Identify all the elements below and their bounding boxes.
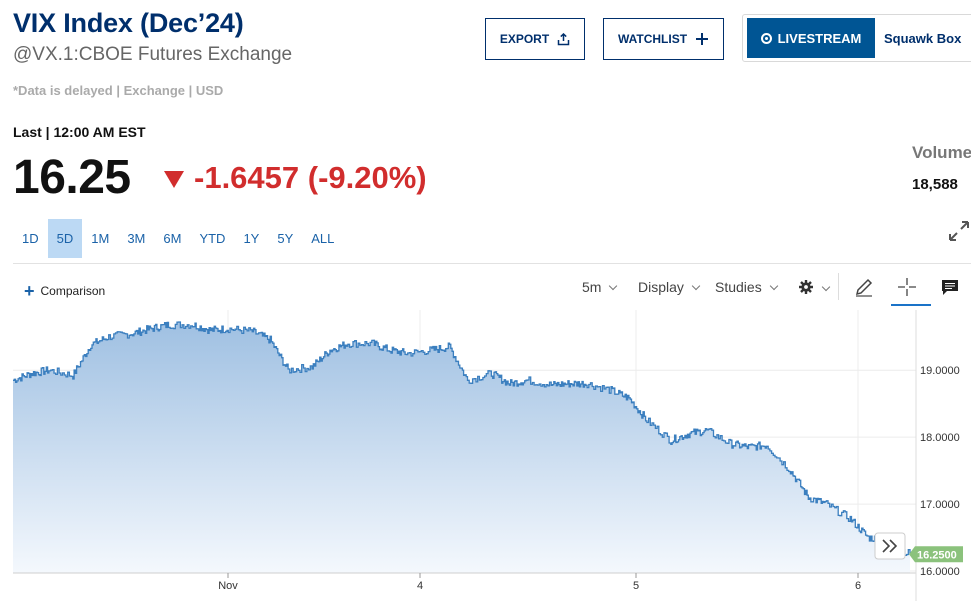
time-range-tabs: 1D 5D 1M 3M 6M YTD 1Y 5Y ALL	[13, 219, 343, 258]
y-tick-label: 17.0000	[920, 499, 960, 511]
volume-label: Volume	[912, 143, 971, 163]
y-tick-label: 19.0000	[920, 365, 960, 377]
livestream-button[interactable]: LIVESTREAM	[747, 18, 875, 58]
crosshair-icon[interactable]	[896, 276, 918, 298]
x-tick-label: 6	[855, 580, 861, 592]
price-change-value: -1.6457 (-9.20%)	[194, 160, 427, 196]
chevron-down-icon	[692, 281, 700, 289]
chevron-down-icon	[769, 281, 777, 289]
plus-icon	[695, 32, 709, 46]
range-1m[interactable]: 1M	[82, 219, 118, 258]
symbol-exchange: @VX.1:CBOE Futures Exchange	[13, 44, 292, 66]
interval-dropdown[interactable]: 5m	[582, 279, 616, 295]
range-all[interactable]: ALL	[302, 219, 343, 258]
plus-icon: +	[24, 282, 35, 300]
comparison-label: Comparison	[41, 284, 106, 298]
range-6m[interactable]: 6M	[154, 219, 190, 258]
last-trade-time: Last | 12:00 AM EST	[13, 124, 146, 140]
range-5d[interactable]: 5D	[48, 219, 83, 258]
livestream-label: LIVESTREAM	[778, 31, 862, 46]
down-arrow-icon	[164, 171, 184, 188]
range-5y[interactable]: 5Y	[268, 219, 302, 258]
toolbar-separator	[838, 273, 839, 300]
y-tick-label: 16.0000	[920, 566, 960, 578]
squawk-box-link[interactable]: Squawk Box	[884, 31, 961, 46]
pencil-icon[interactable]	[853, 276, 875, 298]
display-label: Display	[638, 279, 684, 295]
last-price-tag-value: 16.2500	[917, 549, 957, 561]
x-tick-label: Nov	[218, 580, 238, 592]
export-button[interactable]: EXPORT	[485, 18, 585, 60]
comparison-button[interactable]: + Comparison	[24, 282, 105, 300]
comment-icon[interactable]	[939, 276, 961, 298]
x-tick-label: 4	[417, 580, 423, 592]
last-price-tag: 16.2500	[909, 546, 963, 562]
expand-icon[interactable]	[947, 219, 971, 243]
last-price: 16.25	[13, 150, 131, 205]
settings-dropdown[interactable]	[798, 279, 829, 298]
toolbar-divider	[13, 263, 971, 264]
livestream-widget: LIVESTREAM Squawk Box	[742, 14, 971, 62]
crosshair-active-indicator	[891, 304, 931, 306]
delayed-note: *Data is delayed | Exchange | USD	[13, 83, 223, 98]
x-tick-label: 5	[633, 580, 639, 592]
scroll-right-button[interactable]	[875, 533, 905, 559]
display-dropdown[interactable]: Display	[638, 279, 699, 295]
export-label: EXPORT	[500, 32, 549, 46]
range-ytd[interactable]: YTD	[190, 219, 234, 258]
y-axis-labels: 19.0000 18.0000 17.0000 16.0000	[920, 365, 960, 578]
range-1d[interactable]: 1D	[13, 219, 48, 258]
price-chart[interactable]: Nov 4 5 6 19.0000 18.0000 17.0000 16.0000 16.2…	[13, 310, 971, 601]
live-dot-icon	[761, 33, 772, 44]
studies-label: Studies	[715, 279, 762, 295]
volume-value: 18,588	[912, 176, 958, 193]
watchlist-label: WATCHLIST	[618, 32, 687, 46]
interval-label: 5m	[582, 279, 601, 295]
y-tick-label: 18.0000	[920, 432, 960, 444]
price-area	[13, 322, 910, 573]
gear-icon	[798, 279, 814, 298]
x-axis-labels: Nov 4 5 6	[218, 573, 861, 592]
range-3m[interactable]: 3M	[118, 219, 154, 258]
watchlist-button[interactable]: WATCHLIST	[603, 18, 724, 60]
chevron-down-icon	[609, 281, 617, 289]
price-change: -1.6457 (-9.20%)	[164, 160, 427, 196]
share-icon	[557, 33, 570, 46]
page-title: VIX Index (Dec’24)	[13, 8, 244, 39]
range-1y[interactable]: 1Y	[234, 219, 268, 258]
studies-dropdown[interactable]: Studies	[715, 279, 777, 295]
chevron-down-icon	[822, 283, 830, 291]
